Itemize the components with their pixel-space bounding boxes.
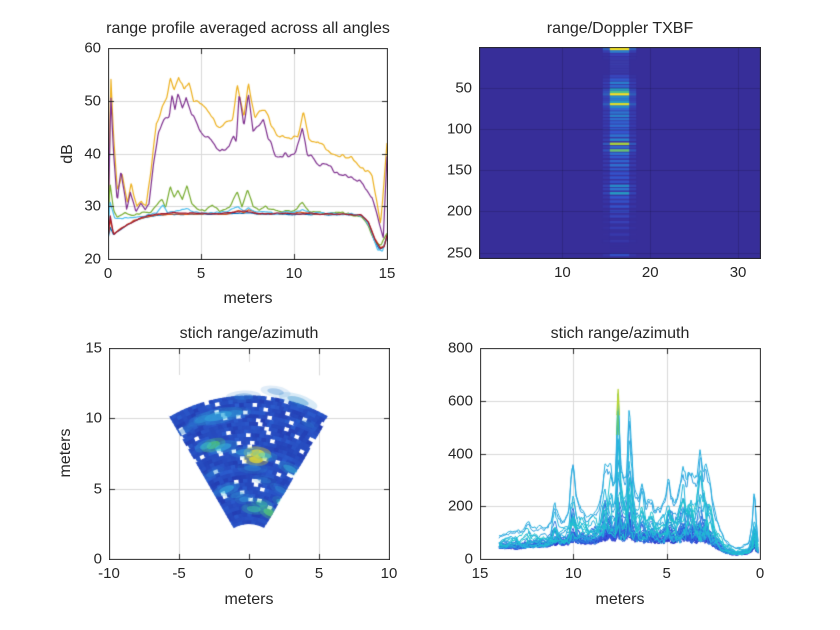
y-tick-label: 0 — [464, 550, 473, 568]
x-tick-label: -10 — [98, 565, 120, 582]
y-tick-label: 10 — [85, 409, 102, 427]
range-doppler-heatmap — [479, 47, 761, 259]
x-tick-label: 0 — [244, 565, 254, 582]
y-tick-label: 600 — [447, 392, 473, 410]
y-tick-label: 60 — [84, 39, 101, 57]
subplot1-x-axis-label: meters — [223, 290, 273, 307]
subplot4-x-axis-label: meters — [595, 591, 645, 608]
y-tick-label: 50 — [455, 79, 472, 97]
x-tick-label: 0 — [755, 565, 765, 582]
x-tick-label: 5 — [196, 265, 206, 282]
x-tick-label: 5 — [314, 565, 324, 582]
x-tick-label: 0 — [103, 265, 113, 282]
subplot3-title: stich range/azimuth — [179, 325, 319, 342]
x-tick-label: 15 — [378, 265, 396, 282]
y-tick-label: 100 — [446, 120, 472, 138]
x-tick-label: 15 — [471, 565, 489, 582]
y-tick-label: 20 — [84, 250, 101, 268]
y-tick-label: 400 — [447, 445, 473, 462]
y-tick-label: 50 — [84, 92, 101, 110]
y-tick-label: 15 — [85, 339, 102, 357]
y-tick-label: 40 — [84, 145, 101, 162]
y-tick-label: 30 — [84, 197, 101, 215]
y-tick-label: 800 — [447, 339, 473, 357]
x-tick-label: 5 — [662, 565, 671, 582]
subplot3-y-axis-label: meters — [57, 428, 74, 478]
x-tick-label: 10 — [380, 565, 398, 582]
y-tick-label: 250 — [446, 244, 472, 262]
subplot3-x-axis-label: meters — [224, 591, 274, 608]
range-profile-line-plot — [108, 48, 388, 260]
x-tick-label: 10 — [285, 265, 303, 282]
x-tick-label: 10 — [564, 565, 582, 582]
range-azimuth-fan-plot — [109, 348, 390, 560]
y-tick-label: 200 — [446, 202, 472, 220]
y-tick-label: 200 — [447, 497, 473, 515]
subplot1-y-axis-label: dB — [59, 144, 76, 164]
x-tick-label: 20 — [641, 264, 659, 281]
x-tick-label: 10 — [554, 264, 571, 281]
y-tick-label: 150 — [446, 161, 472, 179]
y-tick-label: 0 — [93, 550, 102, 568]
subplot2-title: range/Doppler TXBF — [546, 20, 694, 37]
subplot4-title: stich range/azimuth — [550, 325, 690, 342]
range-azimuth-ridge-plot — [480, 348, 761, 560]
subplot1-title: range profile averaged across all angles — [106, 20, 390, 37]
x-tick-label: 30 — [729, 264, 747, 281]
x-tick-label: -5 — [172, 565, 186, 582]
y-tick-label: 5 — [93, 480, 102, 498]
